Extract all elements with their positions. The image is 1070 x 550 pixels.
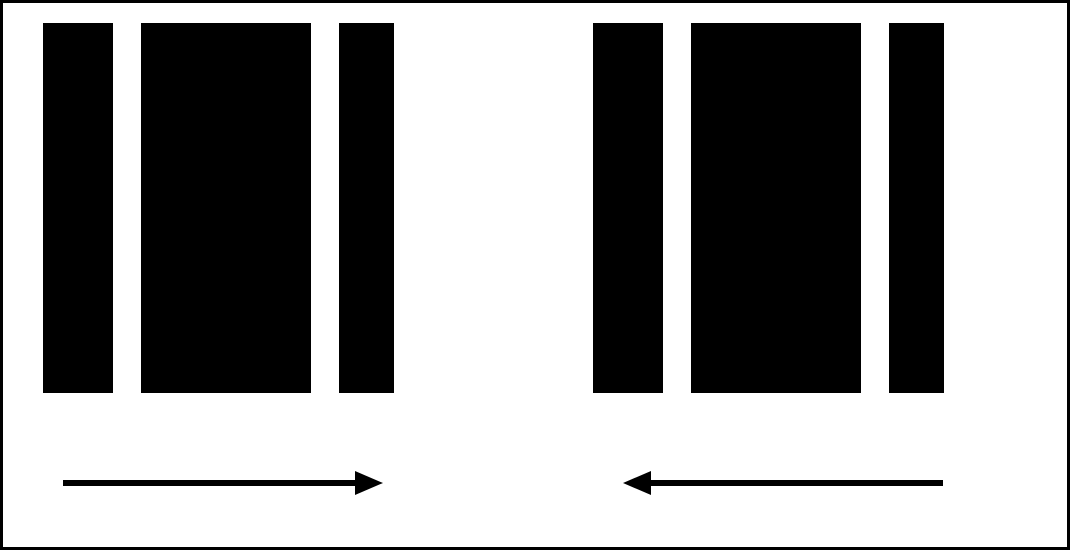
arrow-right-wrapper — [63, 463, 383, 503]
bar-group-left — [43, 23, 394, 393]
bar-right-2 — [691, 23, 861, 393]
bar-left-1 — [43, 23, 113, 393]
bar-left-2 — [141, 23, 311, 393]
bar-right-1 — [593, 23, 663, 393]
bars-container-left — [43, 23, 394, 393]
gap-right-2 — [861, 23, 889, 393]
gap-right-1 — [663, 23, 691, 393]
gap-left-1 — [113, 23, 141, 393]
bar-right-3 — [889, 23, 944, 393]
bar-group-right — [593, 23, 944, 393]
arrow-left-wrapper — [623, 463, 943, 503]
arrow-left-icon — [623, 463, 943, 503]
bar-left-3 — [339, 23, 394, 393]
gap-left-2 — [311, 23, 339, 393]
bars-container-right — [593, 23, 944, 393]
arrow-right-icon — [63, 463, 383, 503]
